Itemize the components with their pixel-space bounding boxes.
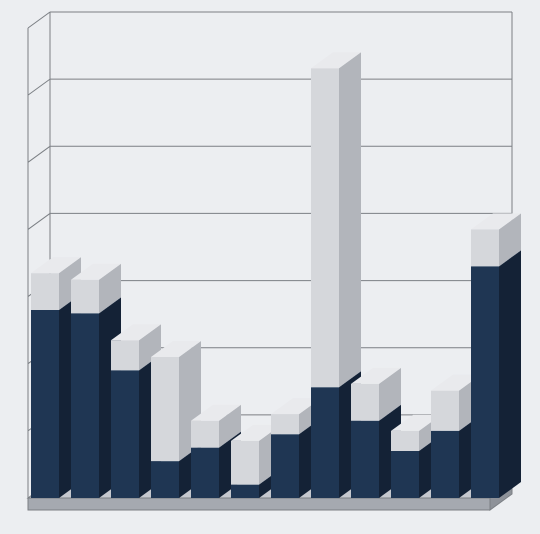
bar-chart-3d [0, 0, 540, 534]
chart-floor-top [0, 0, 540, 534]
chart-floor-front [0, 0, 540, 534]
chart-floor-side [0, 0, 540, 534]
